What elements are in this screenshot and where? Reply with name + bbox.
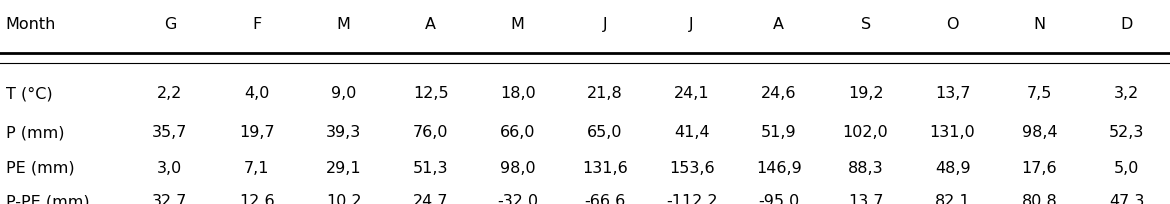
Text: 82,1: 82,1 xyxy=(935,194,970,204)
Text: P-PE (mm): P-PE (mm) xyxy=(6,194,89,204)
Text: 19,7: 19,7 xyxy=(239,125,275,140)
Text: 35,7: 35,7 xyxy=(152,125,187,140)
Text: A: A xyxy=(773,17,784,32)
Text: 47,3: 47,3 xyxy=(1109,194,1144,204)
Text: 52,3: 52,3 xyxy=(1109,125,1144,140)
Text: G: G xyxy=(164,17,176,32)
Text: M: M xyxy=(511,17,524,32)
Text: 131,6: 131,6 xyxy=(581,161,627,176)
Text: 24,6: 24,6 xyxy=(760,86,797,101)
Text: 19,2: 19,2 xyxy=(848,86,883,101)
Text: 13,7: 13,7 xyxy=(848,194,883,204)
Text: 21,8: 21,8 xyxy=(587,86,622,101)
Text: -66,6: -66,6 xyxy=(584,194,625,204)
Text: PE (mm): PE (mm) xyxy=(6,161,75,176)
Text: -112,2: -112,2 xyxy=(666,194,717,204)
Text: 80,8: 80,8 xyxy=(1021,194,1058,204)
Text: 17,6: 17,6 xyxy=(1021,161,1058,176)
Text: -95,0: -95,0 xyxy=(758,194,799,204)
Text: 13,7: 13,7 xyxy=(935,86,970,101)
Text: T (°C): T (°C) xyxy=(6,86,53,101)
Text: N: N xyxy=(1033,17,1046,32)
Text: 29,1: 29,1 xyxy=(326,161,362,176)
Text: 88,3: 88,3 xyxy=(848,161,883,176)
Text: J: J xyxy=(603,17,607,32)
Text: 102,0: 102,0 xyxy=(842,125,888,140)
Text: 39,3: 39,3 xyxy=(326,125,362,140)
Text: P (mm): P (mm) xyxy=(6,125,64,140)
Text: S: S xyxy=(861,17,870,32)
Text: 41,4: 41,4 xyxy=(674,125,709,140)
Text: 7,5: 7,5 xyxy=(1027,86,1052,101)
Text: M: M xyxy=(337,17,351,32)
Text: 2,2: 2,2 xyxy=(157,86,183,101)
Text: 153,6: 153,6 xyxy=(669,161,715,176)
Text: 3,2: 3,2 xyxy=(1114,86,1140,101)
Text: 66,0: 66,0 xyxy=(500,125,536,140)
Text: 12,5: 12,5 xyxy=(413,86,448,101)
Text: O: O xyxy=(947,17,959,32)
Text: 76,0: 76,0 xyxy=(413,125,448,140)
Text: 10,2: 10,2 xyxy=(326,194,362,204)
Text: A: A xyxy=(425,17,436,32)
Text: 18,0: 18,0 xyxy=(500,86,536,101)
Text: 51,9: 51,9 xyxy=(760,125,797,140)
Text: 9,0: 9,0 xyxy=(331,86,357,101)
Text: 51,3: 51,3 xyxy=(413,161,448,176)
Text: 24,1: 24,1 xyxy=(674,86,709,101)
Text: 65,0: 65,0 xyxy=(587,125,622,140)
Text: -32,0: -32,0 xyxy=(497,194,538,204)
Text: 24,7: 24,7 xyxy=(413,194,448,204)
Text: 5,0: 5,0 xyxy=(1114,161,1140,176)
Text: J: J xyxy=(689,17,694,32)
Text: 131,0: 131,0 xyxy=(930,125,976,140)
Text: Month: Month xyxy=(6,17,56,32)
Text: 48,9: 48,9 xyxy=(935,161,970,176)
Text: F: F xyxy=(253,17,261,32)
Text: 146,9: 146,9 xyxy=(756,161,801,176)
Text: 7,1: 7,1 xyxy=(245,161,269,176)
Text: 32,7: 32,7 xyxy=(152,194,187,204)
Text: D: D xyxy=(1121,17,1133,32)
Text: 3,0: 3,0 xyxy=(157,161,183,176)
Text: 98,4: 98,4 xyxy=(1021,125,1058,140)
Text: 4,0: 4,0 xyxy=(245,86,269,101)
Text: 12,6: 12,6 xyxy=(239,194,275,204)
Text: 98,0: 98,0 xyxy=(500,161,536,176)
